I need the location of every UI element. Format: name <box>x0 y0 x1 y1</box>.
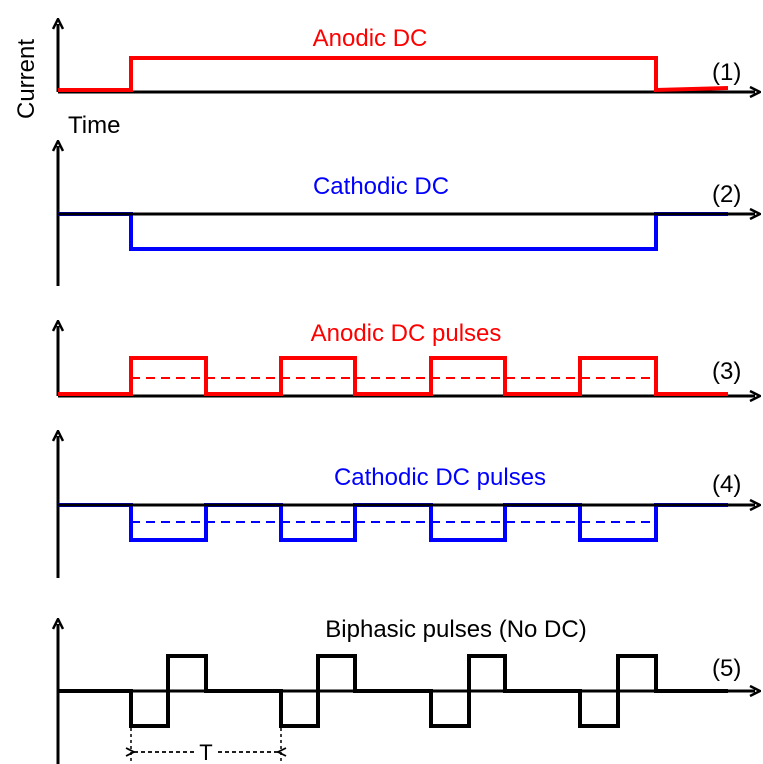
y-axis-label: Current <box>13 39 40 119</box>
panel-anodic-dc: Anodic DC (1) Current Time <box>13 24 755 139</box>
period-indicator: T <box>131 728 281 764</box>
panel-number-4: (4) <box>712 471 741 498</box>
panel-biphasic-pulses: Biphasic pulses (No DC) (5) T <box>58 616 755 764</box>
period-label: T <box>199 740 212 764</box>
panel-number-5: (5) <box>712 655 741 682</box>
panel-title-3: Anodic DC pulses <box>311 320 502 347</box>
waveform-5 <box>58 654 728 728</box>
panel-number-2: (2) <box>712 181 741 208</box>
panel-cathodic-dc: Cathodic DC (2) <box>58 146 755 286</box>
waveform-3 <box>58 356 728 396</box>
panel-title-5: Biphasic pulses (No DC) <box>325 616 586 643</box>
panel-title-1: Anodic DC <box>313 25 428 52</box>
waveform-1 <box>58 56 729 93</box>
panel-title-2: Cathodic DC <box>313 173 449 200</box>
panel-title-4: Cathodic DC pulses <box>334 464 546 491</box>
waveform-2 <box>58 212 728 251</box>
panel-cathodic-dc-pulses: Cathodic DC pulses (4) <box>58 436 755 578</box>
panel-anodic-dc-pulses: Anodic DC pulses (3) <box>58 320 755 396</box>
x-axis-label: Time <box>68 112 120 139</box>
panel-number-1: (1) <box>712 59 741 86</box>
panel-number-3: (3) <box>712 358 741 385</box>
